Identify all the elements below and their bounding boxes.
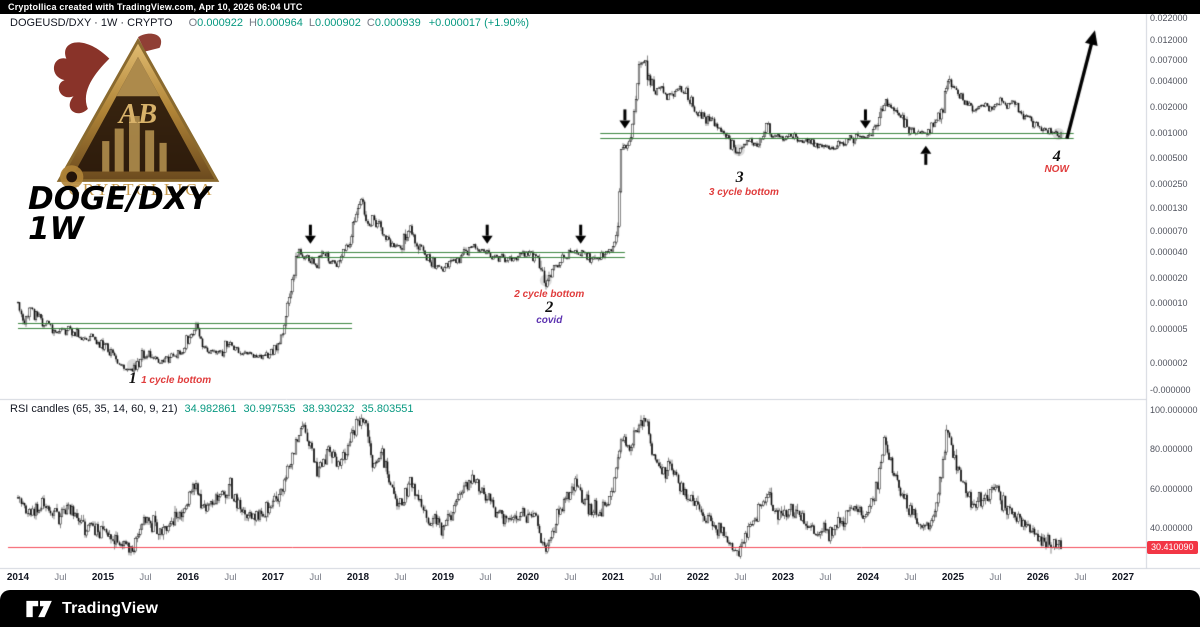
high-value: 0.000964 xyxy=(257,17,303,29)
top-attribution-bar: Cryptollica created with TradingView.com… xyxy=(0,0,1200,14)
open-value: 0.000922 xyxy=(197,17,244,29)
price-axis[interactable] xyxy=(1146,14,1200,568)
close-label: C xyxy=(366,17,375,29)
logo-text: CRYPTOLLICA xyxy=(69,180,215,199)
symbol-watermark: DOGE/DXY 1W xyxy=(28,181,211,248)
dragon-icon xyxy=(53,33,162,114)
close-value: 0.000939 xyxy=(374,17,421,29)
pyramid-apex xyxy=(116,56,160,97)
low-label: L xyxy=(308,17,316,29)
tradingview-logo-icon[interactable] xyxy=(26,599,54,619)
watermark-line1: DOGE/DXY xyxy=(28,181,211,217)
watermark-line2: 1W xyxy=(28,211,84,248)
cryptollica-logo: AB CRYPTOLLICA xyxy=(48,30,228,207)
rsi-value-1: 34.982861 xyxy=(184,403,237,415)
time-axis[interactable] xyxy=(0,568,1200,590)
rsi-legend[interactable]: RSI candles (65, 35, 14, 60, 9, 21) 34.98… xyxy=(10,403,414,415)
open-label: O xyxy=(188,17,198,29)
symbol-legend[interactable]: DOGEUSD/DXY · 1W · CRYPTO O0.000922 H0.000… xyxy=(10,17,529,29)
city-silhouette xyxy=(102,116,167,172)
logo-monogram: AB xyxy=(117,98,157,130)
rsi-value-2: 30.997535 xyxy=(243,403,296,415)
attribution-text: Cryptollica created with TradingView.com… xyxy=(8,2,303,12)
rsi-value-3: 38.930232 xyxy=(302,403,355,415)
rsi-level-badge: 30.410090 xyxy=(1147,540,1198,554)
footer-bar: TradingView xyxy=(0,590,1200,627)
gear-center xyxy=(66,171,78,183)
symbol-title[interactable]: DOGEUSD/DXY · 1W · CRYPTO xyxy=(10,17,173,29)
low-value: 0.000902 xyxy=(315,17,361,29)
change-value: +0.000017 (+1.90%) xyxy=(428,17,530,29)
tradingview-brand-text[interactable]: TradingView xyxy=(62,599,159,617)
rsi-title[interactable]: RSI candles (65, 35, 14, 60, 9, 21) xyxy=(10,403,178,415)
high-label: H xyxy=(249,17,257,29)
rsi-value-4: 35.803551 xyxy=(361,403,414,415)
